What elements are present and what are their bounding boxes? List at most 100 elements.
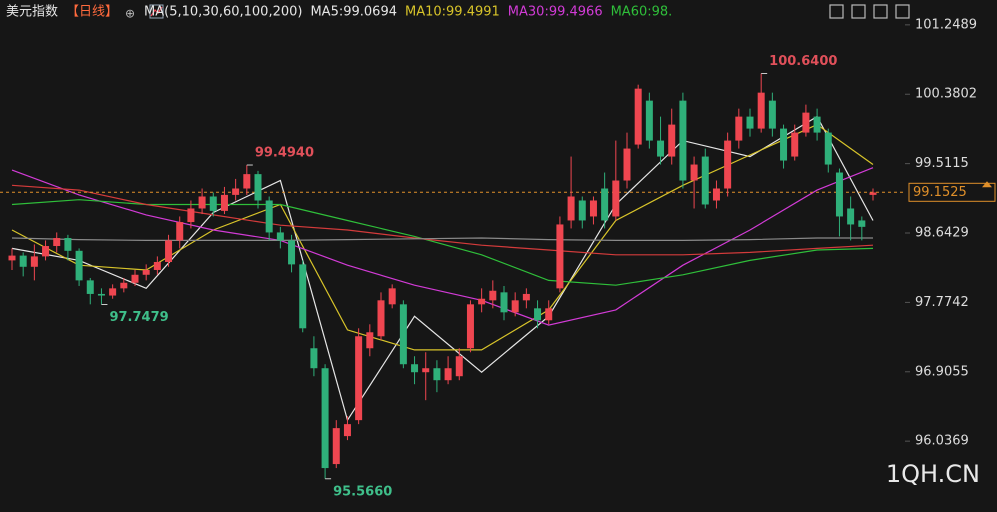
candle-body xyxy=(545,308,553,321)
watermark: 1QH.CN xyxy=(886,460,980,488)
legend-text: 【日线】 xyxy=(66,5,118,20)
candle-body xyxy=(131,274,139,283)
legend-text: MA10:99.4991 xyxy=(405,5,500,20)
toolbar-icons xyxy=(829,4,910,19)
candle-body xyxy=(835,172,843,217)
candle-body xyxy=(534,308,542,321)
y-tick-label: 99.5115 xyxy=(915,156,969,171)
candle-body xyxy=(634,88,642,145)
candle-body xyxy=(388,288,396,305)
candle-body xyxy=(578,200,586,221)
candle-body xyxy=(75,250,83,281)
y-tick-label: 98.6429 xyxy=(915,226,969,241)
candle-body xyxy=(422,368,430,373)
candle-body xyxy=(153,261,161,270)
candle-body xyxy=(42,246,50,257)
candle-body xyxy=(735,116,743,141)
candle-body xyxy=(601,188,609,221)
candle-body xyxy=(712,188,720,201)
candle-body xyxy=(847,208,855,225)
candle-body xyxy=(657,140,665,157)
candle-body xyxy=(724,140,732,189)
y-tick-label: 96.0369 xyxy=(915,434,969,449)
candle-body xyxy=(511,300,519,313)
legend-icon xyxy=(149,4,164,19)
candle-body xyxy=(500,292,508,313)
candle-body xyxy=(466,304,474,349)
last-price-marker xyxy=(982,181,992,188)
candle-body xyxy=(589,200,597,217)
ma-line xyxy=(11,199,874,286)
candle-body xyxy=(288,240,296,265)
candle-body xyxy=(645,100,653,141)
candle-body xyxy=(220,194,228,211)
legend-text: 美元指数 xyxy=(6,5,58,20)
candle-body xyxy=(556,224,564,289)
y-tick-label: 97.7742 xyxy=(915,295,969,310)
candle-body xyxy=(343,424,351,437)
candle-body xyxy=(813,116,821,133)
candle-body xyxy=(768,100,776,129)
y-tick-label: 101.2489 xyxy=(915,17,977,32)
candle-body xyxy=(780,128,788,161)
candle-body xyxy=(8,255,16,261)
legend-text: MA5:99.0694 xyxy=(310,5,397,20)
annotation-label: 95.5660 xyxy=(333,484,392,499)
add-icon[interactable]: ⊕ xyxy=(125,7,135,21)
candle-body xyxy=(869,192,877,195)
candle-body xyxy=(567,196,575,221)
candle-body xyxy=(332,428,340,465)
candle-body xyxy=(355,336,363,421)
candle-body xyxy=(243,174,251,189)
legend-text: MA60:98. xyxy=(611,5,673,20)
annotation-label: 97.7479 xyxy=(109,310,168,325)
ma-line xyxy=(11,167,874,326)
candle-body xyxy=(209,196,217,211)
candle-body xyxy=(701,156,709,205)
candle-body xyxy=(310,348,318,369)
y-tick-label: 100.3802 xyxy=(915,87,977,102)
candle-body xyxy=(276,232,284,241)
ma-line xyxy=(11,184,874,256)
candle-body xyxy=(746,116,754,129)
candle-body xyxy=(109,288,117,296)
candle-body xyxy=(433,368,441,381)
candle-body xyxy=(299,264,307,329)
annotation-label: 100.6400 xyxy=(769,54,837,69)
candle-body xyxy=(377,300,385,337)
candle-body xyxy=(411,364,419,373)
candle-body xyxy=(802,112,810,133)
candle-body xyxy=(97,293,105,296)
candle-body xyxy=(187,208,195,223)
candle-body xyxy=(86,280,94,294)
candle-body xyxy=(120,282,128,289)
candle-body xyxy=(366,332,374,349)
candle-body xyxy=(399,304,407,365)
candle-body xyxy=(142,269,150,275)
candle-body xyxy=(30,256,38,267)
candle-body xyxy=(791,132,799,157)
candle-body xyxy=(254,174,262,201)
candle-body xyxy=(690,164,698,181)
candle-body xyxy=(176,222,184,241)
candle-body xyxy=(522,293,530,301)
legend-text: MA30:99.4966 xyxy=(508,5,603,20)
candle-body xyxy=(321,368,329,469)
candle-body xyxy=(612,180,620,217)
last-price-box xyxy=(908,182,996,202)
candle-body xyxy=(757,92,765,129)
candle-body xyxy=(478,298,486,305)
legend-text: MA(5,10,30,60,100,200) xyxy=(144,5,302,20)
ma-line xyxy=(11,115,874,422)
candle-body xyxy=(824,132,832,165)
candle-body xyxy=(232,188,240,195)
candle-body xyxy=(53,238,61,247)
candle-body xyxy=(165,240,173,262)
candle-body xyxy=(668,124,676,157)
candle-body xyxy=(19,255,27,267)
annotation-label: 99.4940 xyxy=(255,146,314,161)
candle-body xyxy=(679,100,687,181)
last-price-label: 99.1525 xyxy=(913,185,967,200)
